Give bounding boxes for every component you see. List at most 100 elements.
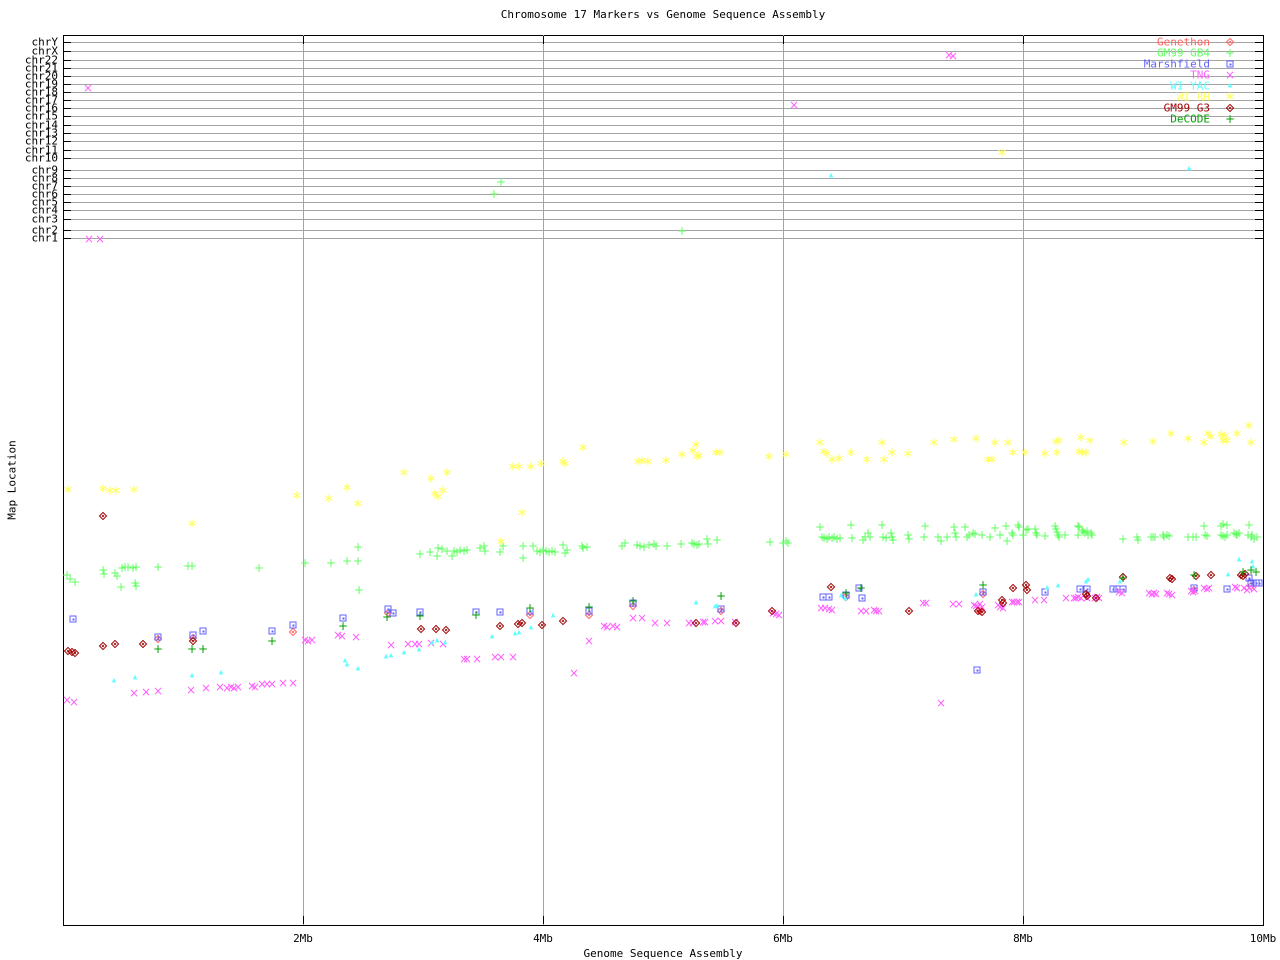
data-point-tng: × bbox=[214, 680, 226, 694]
data-point-tng: × bbox=[661, 616, 673, 630]
data-point-tng: × bbox=[1006, 595, 1018, 609]
data-point-tng: × bbox=[1166, 588, 1178, 602]
y-tick-right bbox=[1255, 60, 1263, 61]
data-point-marshfield bbox=[189, 631, 197, 639]
legend-marker-tng: × bbox=[1224, 68, 1236, 82]
data-point-wi-yac: ▴ bbox=[712, 601, 718, 612]
y-tick-left bbox=[63, 178, 71, 179]
marker-center-dot bbox=[291, 630, 295, 634]
chromosome-gridline-chr2 bbox=[63, 230, 1263, 231]
data-point-gm99-gb4: + bbox=[546, 544, 558, 558]
y-tick-right bbox=[1255, 68, 1263, 69]
data-point-tng: × bbox=[1201, 582, 1213, 596]
data-point-tng: × bbox=[1241, 583, 1253, 597]
data-point-tng: × bbox=[788, 98, 800, 112]
data-point-wi-yac: ▴ bbox=[383, 651, 389, 662]
chromosome-gridline-chr8 bbox=[63, 178, 1263, 179]
data-point-tng: × bbox=[968, 598, 980, 612]
data-point-tng: × bbox=[1068, 591, 1080, 605]
data-point-gm99-gb4: + bbox=[880, 531, 892, 545]
y-tick-left bbox=[63, 194, 71, 195]
data-point-gm99-gb4: + bbox=[1022, 522, 1034, 536]
y-tick-right bbox=[1255, 170, 1263, 171]
data-point-gm99-gb4: + bbox=[821, 532, 833, 546]
y-tick-right bbox=[1255, 116, 1263, 117]
data-point-tng: × bbox=[128, 686, 140, 700]
y-tick-left bbox=[63, 210, 71, 211]
data-point-decode: + bbox=[977, 578, 989, 592]
data-point-gm99-gb4: + bbox=[352, 554, 364, 568]
y-tick-label-chr22: chr22 bbox=[24, 53, 58, 67]
data-point-gm99-gb4: + bbox=[877, 530, 889, 544]
data-point-tng: × bbox=[868, 603, 880, 617]
data-point-gm99-gb4: + bbox=[1246, 528, 1258, 542]
chart-title: Chromosome 17 Markers vs Genome Sequence… bbox=[500, 8, 826, 21]
data-point-gm99-gb4: + bbox=[458, 544, 470, 558]
data-point-gm99-gb4: + bbox=[1086, 528, 1098, 542]
data-point-wi-rh: ∗ bbox=[780, 447, 792, 463]
data-point-wi-rh: ∗ bbox=[948, 432, 960, 448]
data-point-wi-rh: ∗ bbox=[982, 452, 994, 468]
data-point-tng: × bbox=[287, 676, 299, 690]
x-gridline-8Mb bbox=[1023, 35, 1024, 925]
marker-center-dot bbox=[1228, 40, 1232, 44]
data-point-gm99-gb4: + bbox=[557, 538, 569, 552]
data-point-wi-rh: ∗ bbox=[97, 481, 109, 497]
data-point-gm99-gb4: + bbox=[1039, 529, 1051, 543]
data-point-decode: + bbox=[583, 600, 595, 614]
data-point-wi-yac: ▴ bbox=[355, 663, 361, 674]
data-point-gm99-gb4: + bbox=[764, 535, 776, 549]
data-point-wi-rh: ∗ bbox=[1205, 429, 1217, 445]
y-tick-left bbox=[63, 92, 71, 93]
data-point-wi-yac: ▴ bbox=[1085, 574, 1091, 585]
marker-center-dot bbox=[982, 591, 984, 593]
data-point-tng: × bbox=[583, 634, 595, 648]
data-point-gm99-g3 bbox=[826, 582, 836, 592]
x-tick-top bbox=[543, 36, 544, 44]
data-point-wi-yac: ▴ bbox=[342, 655, 348, 666]
data-point-tng: × bbox=[935, 696, 947, 710]
data-point-gm99-g3 bbox=[98, 511, 108, 521]
data-point-marshfield bbox=[496, 608, 504, 616]
y-tick-left bbox=[63, 68, 71, 69]
data-point-gm99-gb4: + bbox=[969, 527, 981, 541]
y-tick-right bbox=[1255, 100, 1263, 101]
data-point-gm99-gb4: + bbox=[130, 579, 142, 593]
legend-marker-wi-rh: ∗ bbox=[1224, 89, 1236, 105]
data-point-gm99-gb4: + bbox=[634, 539, 646, 553]
data-point-gm99-gb4: + bbox=[537, 543, 549, 557]
data-point-tng: × bbox=[970, 599, 982, 613]
data-point-tng: × bbox=[683, 616, 695, 630]
data-point-gm99-gb4: + bbox=[902, 528, 914, 542]
data-point-tng: × bbox=[256, 677, 268, 691]
data-point-tng: × bbox=[82, 81, 94, 95]
marker-center-dot bbox=[1122, 588, 1124, 590]
y-tick-right bbox=[1255, 141, 1263, 142]
data-point-marshfield bbox=[1223, 585, 1231, 593]
data-point-gm99-gb4: + bbox=[616, 539, 628, 553]
chromosome-gridline-chrY bbox=[63, 42, 1263, 43]
data-point-tng: × bbox=[1243, 581, 1255, 595]
legend-marker-wi-yac: ▴ bbox=[1227, 80, 1233, 91]
x-tick-bottom bbox=[1263, 916, 1264, 924]
y-tick-right bbox=[1255, 125, 1263, 126]
data-point-wi-rh: ∗ bbox=[495, 534, 507, 550]
data-point-gm99-gb4: + bbox=[976, 528, 988, 542]
data-point-gm99-gb4: + bbox=[299, 556, 311, 570]
data-point-wi-rh: ∗ bbox=[429, 486, 441, 502]
data-point-wi-yac: ▴ bbox=[1225, 569, 1231, 580]
data-point-marshfield bbox=[389, 609, 397, 617]
data-point-tng: × bbox=[1029, 593, 1041, 607]
chromosome-gridline-chr22 bbox=[63, 60, 1263, 61]
data-point-gm99-gb4: + bbox=[828, 530, 840, 544]
marker-center-dot bbox=[980, 610, 984, 614]
data-point-tng: × bbox=[413, 637, 425, 651]
data-point-wi-rh: ∗ bbox=[110, 483, 122, 499]
data-point-decode: + bbox=[715, 589, 727, 603]
legend-label-gm99-gb4: GM99 GB4 bbox=[1157, 46, 1210, 60]
data-point-gm99-gb4: + bbox=[325, 556, 337, 570]
data-point-gm99-g3 bbox=[98, 641, 108, 651]
data-point-gm99-gb4: + bbox=[1049, 519, 1061, 533]
data-point-tng: × bbox=[461, 652, 473, 666]
data-point-wi-rh: ∗ bbox=[928, 435, 940, 451]
